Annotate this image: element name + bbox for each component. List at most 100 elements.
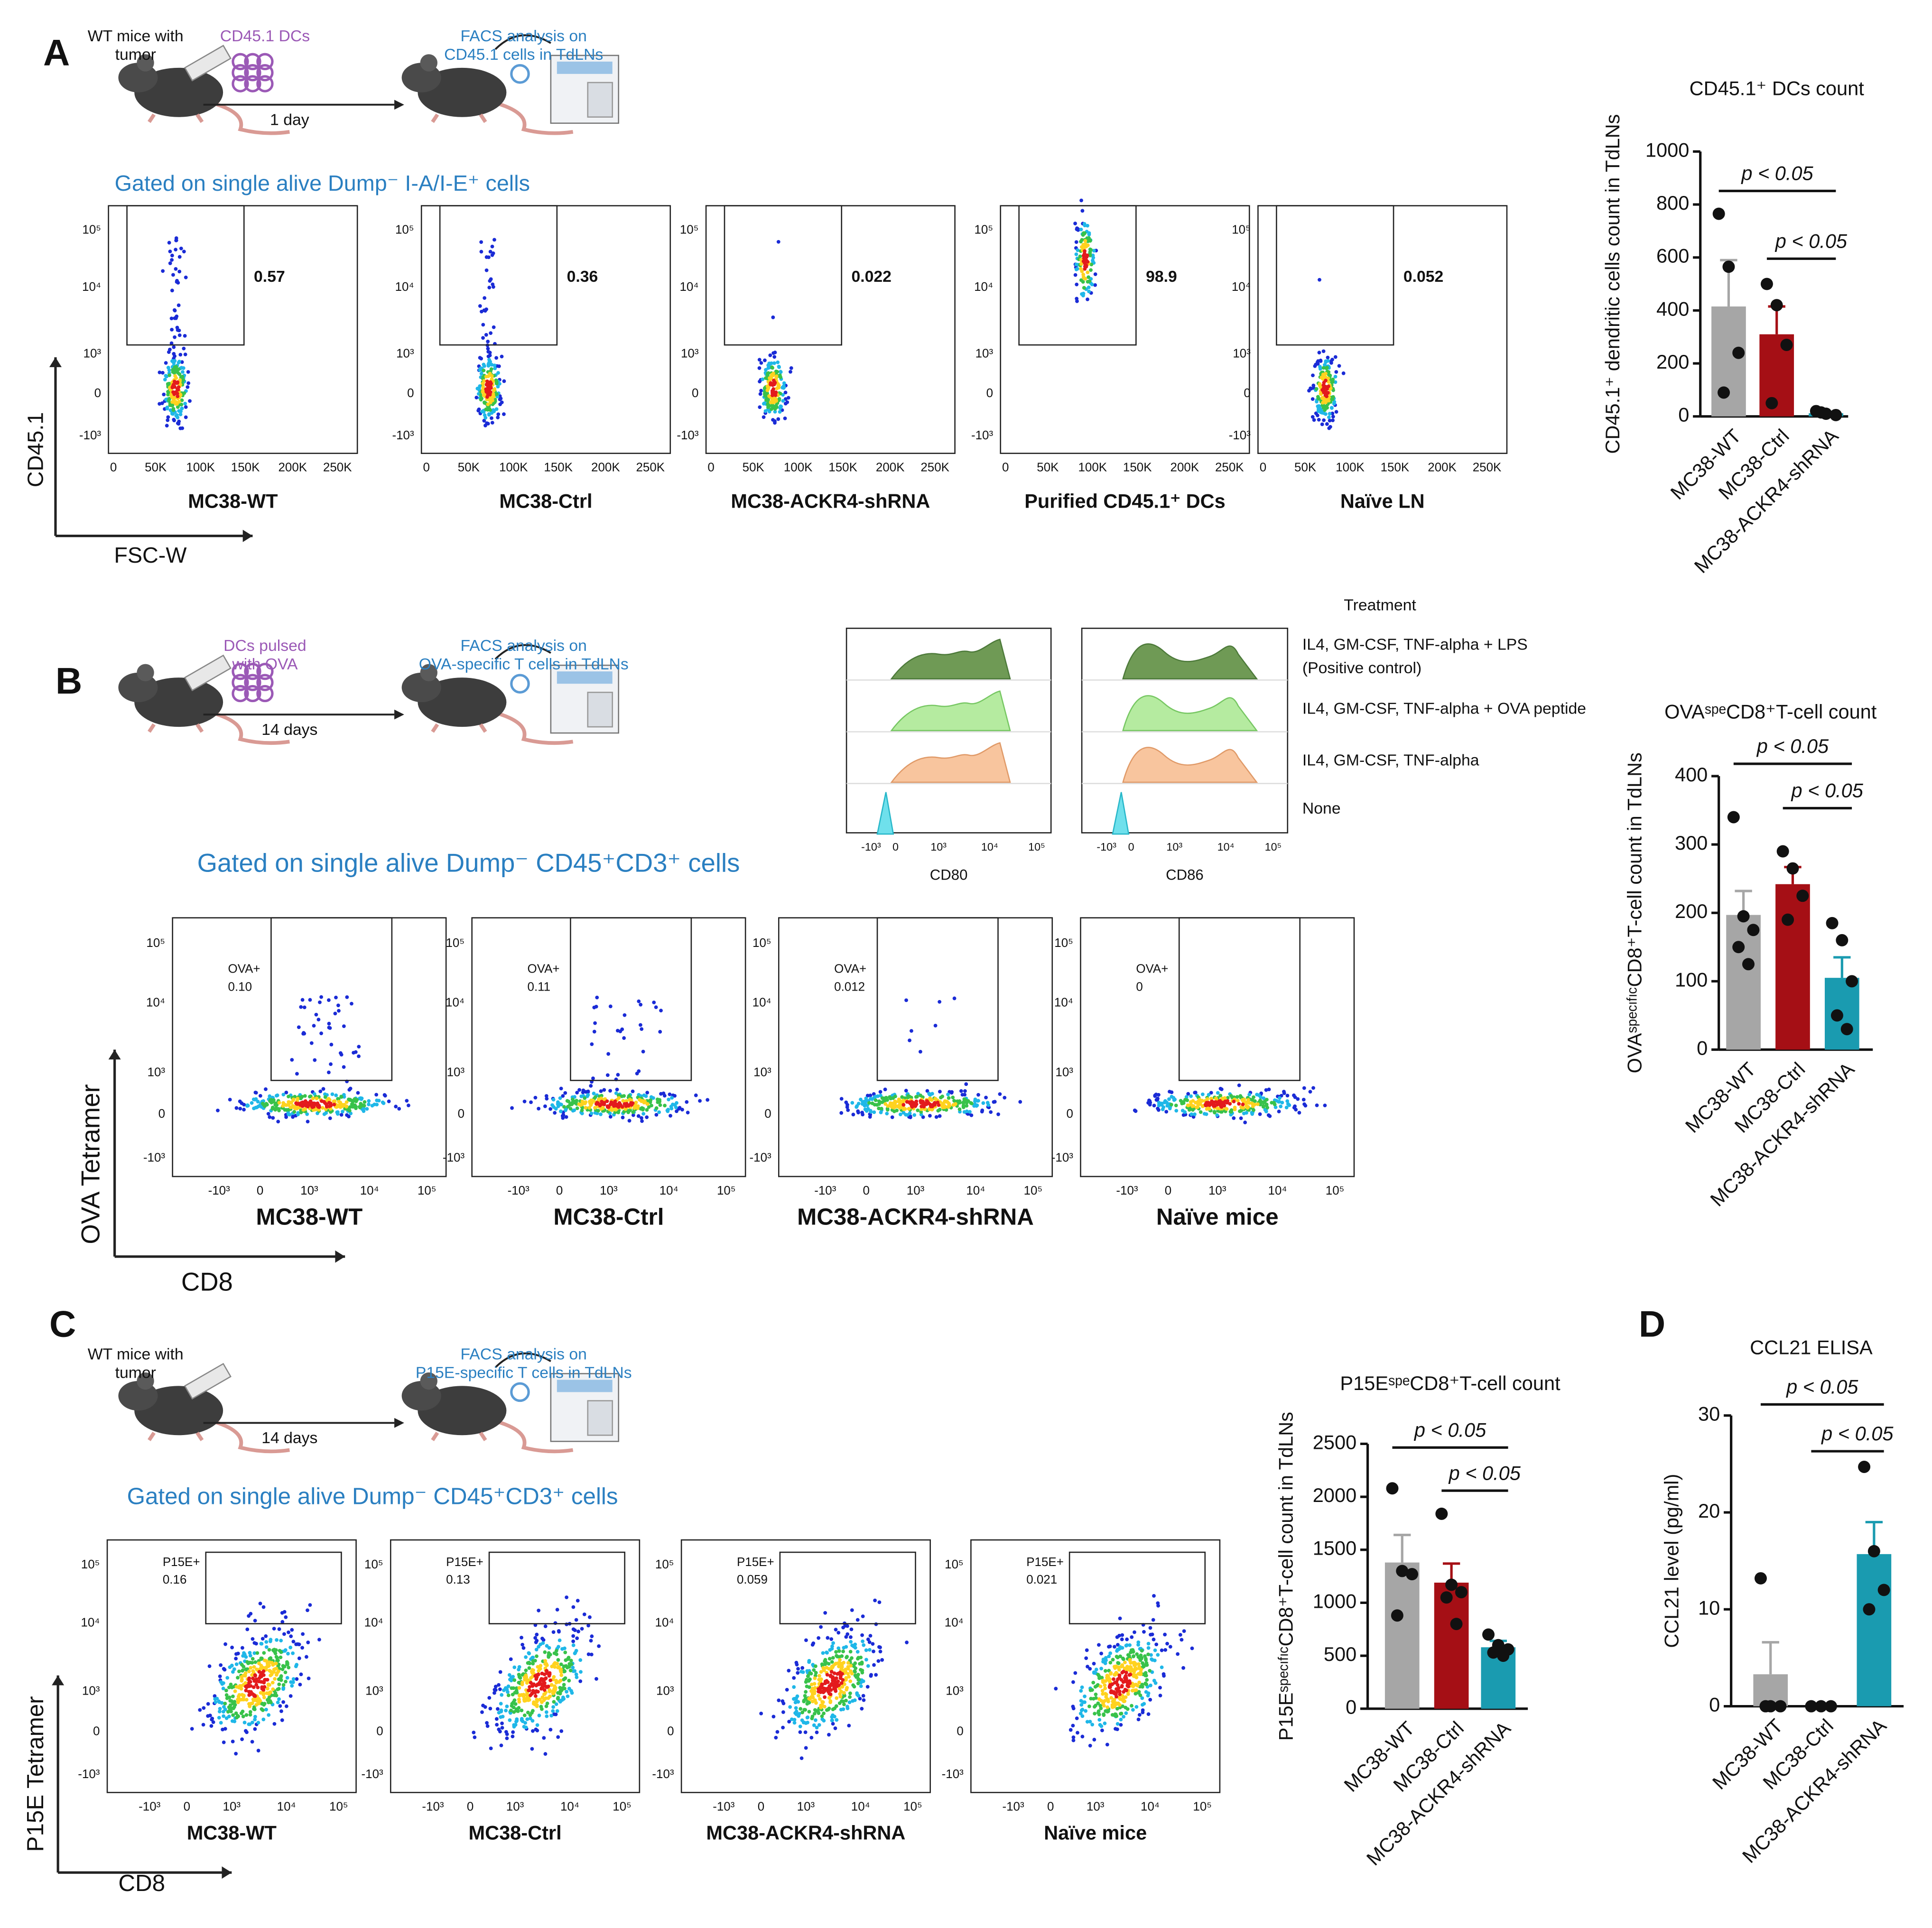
x-arrowhead [335,1250,345,1263]
event-dot [1318,367,1322,371]
event-dot [1138,1658,1142,1662]
x-tick-label: 150K [1381,460,1410,474]
p-value: p < 0.05 [1821,1422,1894,1445]
x-tick-label: 10³ [1087,1799,1105,1813]
event-dot [582,1612,586,1616]
event-dot [227,1695,232,1699]
event-dot [170,253,174,258]
event-dot [776,240,780,244]
event-dot [254,1679,258,1684]
event-dot [279,1639,283,1643]
p-value: p < 0.05 [1774,230,1848,252]
event-dot [1086,1665,1089,1668]
bar [1775,884,1810,1050]
event-dot [759,389,763,393]
mouse-ear [420,664,437,682]
event-dot [1080,1707,1085,1712]
y-tick-label: 10⁴ [655,1615,674,1630]
event-dot [866,1664,870,1668]
event-dot [493,1688,498,1692]
y-tick-label: 10⁵ [82,222,101,237]
event-dot [1180,1638,1184,1642]
event-dot [836,1646,841,1650]
event-dot [834,1628,838,1631]
event-dot [947,1102,951,1106]
event-dot [170,403,175,408]
label: OVA-specific T cells in TdLNs [419,655,629,673]
event-dot [352,1051,356,1055]
event-dot [544,1710,548,1714]
event-dot [511,1686,516,1690]
event-dot [479,240,483,244]
event-dot [1098,1704,1102,1708]
event-dot [1259,1095,1263,1099]
event-dot [555,1652,558,1656]
event-dot [965,1103,969,1108]
gate-value: 0 [1136,980,1142,994]
data-point [1830,408,1842,421]
event-dot [177,409,181,413]
event-dot [535,1654,539,1659]
event-dot [1144,1658,1148,1662]
event-dot [637,999,641,1003]
y-tick-label: -10³ [362,1767,384,1781]
event-dot [867,1640,872,1644]
event-dot [178,412,183,417]
event-dot [1133,1630,1136,1634]
event-dot [890,1115,894,1119]
event-dot [1124,1706,1128,1710]
event-dot [244,1688,248,1693]
chart-title: CD45.1⁺ DCs count [1690,77,1865,100]
event-dot [171,273,175,277]
facs-panel [587,1400,613,1436]
event-dot [1081,291,1086,296]
event-dot [496,412,501,417]
event-dot [245,1627,250,1631]
event-dot [223,1668,227,1672]
gating-label: Gated on single alive Dump⁻ I-A/I-E⁺ cel… [115,171,530,195]
y-tick-label: 0 [1678,404,1689,426]
event-dot [296,1111,300,1115]
event-dot [345,995,349,999]
x-tick-label: 200K [278,460,307,474]
event-dot [898,1112,902,1116]
event-dot [299,1672,303,1677]
event-dot [168,261,172,265]
event-dot [305,1655,308,1659]
event-dot [872,1663,876,1667]
dc-cell [232,663,249,680]
event-dot [302,1031,307,1036]
event-dot [1193,1101,1198,1105]
plot-label: MC38-ACKR4-shRNA [706,1822,905,1844]
event-dot [761,377,765,381]
event-dot [252,1665,256,1669]
event-dot [528,1685,532,1689]
event-dot [248,1680,252,1684]
event-dot [799,1756,804,1761]
event-dot [479,250,483,254]
event-dot [885,1098,889,1102]
gating-label: Gated on single alive Dump⁻ CD45⁺CD3⁺ ce… [197,848,740,877]
event-dot [1083,223,1087,228]
plot-label: MC38-Ctrl [553,1204,664,1230]
event-dot [327,998,331,1002]
event-dot [666,1108,670,1112]
event-dot [842,1646,846,1650]
event-dot [579,1670,583,1674]
event-dot [264,1634,268,1638]
y-tick-label: 0 [957,1724,963,1738]
tube [510,674,530,694]
event-dot [528,1661,532,1666]
gate [876,917,999,1081]
event-dot [1174,1103,1178,1108]
event-dot [829,1683,833,1687]
event-dot [295,1677,299,1681]
event-dot [861,1639,865,1643]
histogram-frame [845,628,1052,834]
event-dot [885,1112,889,1116]
event-dot [589,1639,593,1643]
event-dot [1329,406,1334,410]
x-tick-label: 10³ [223,1799,241,1813]
event-dot [547,1655,551,1659]
event-dot [1329,361,1333,365]
